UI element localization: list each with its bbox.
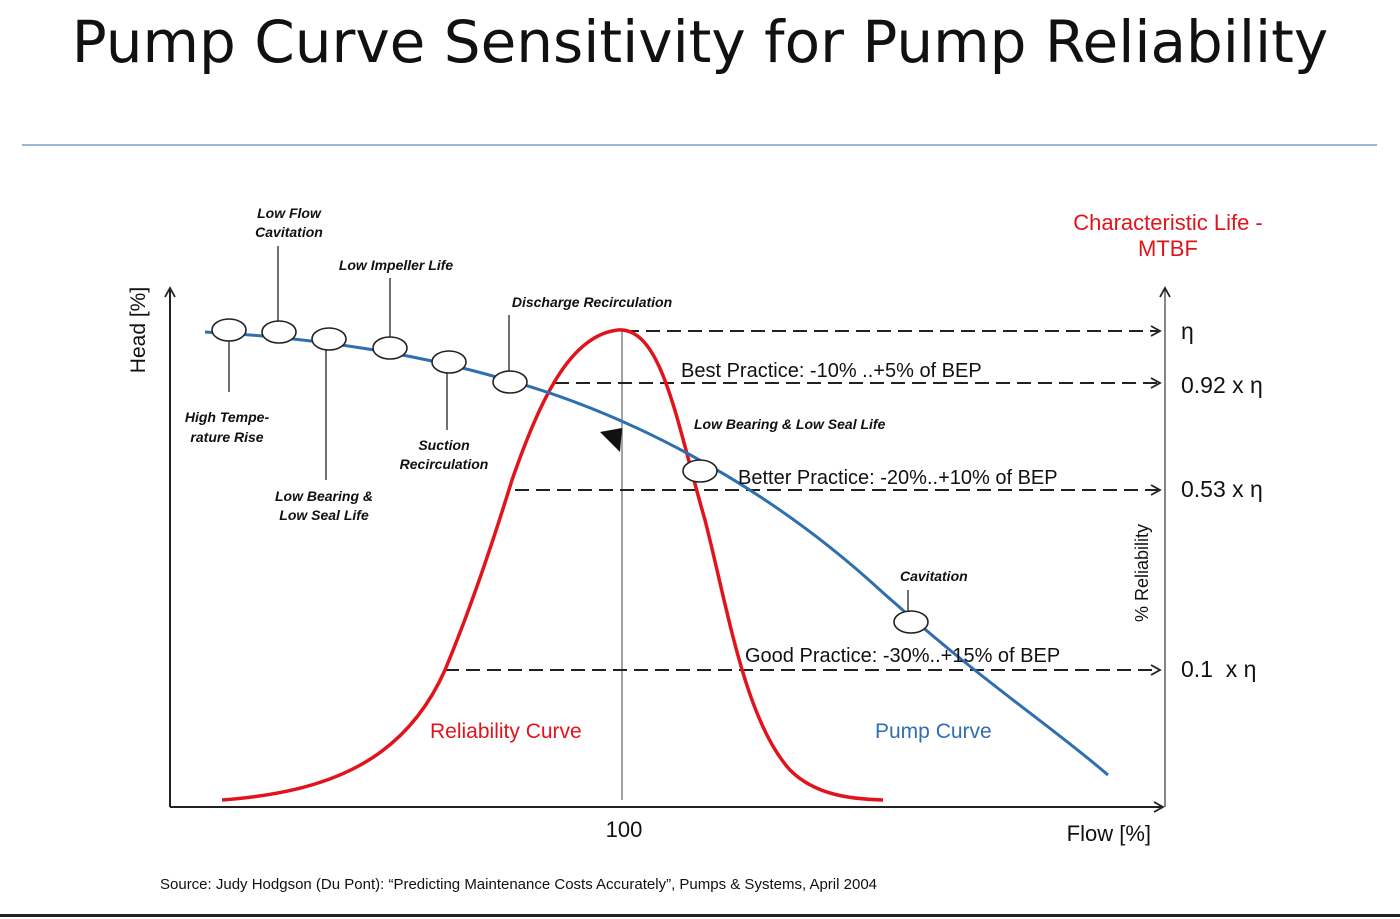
label-best-practice: Best Practice: -10% ..+5% of BEP — [681, 360, 982, 382]
level-0-53-eta: 0.53 x η — [1181, 476, 1263, 502]
annotation-high-temp-2: rature Rise — [190, 429, 263, 445]
level-eta: η — [1181, 318, 1194, 344]
level-0-1-eta: 0.1 x η — [1181, 656, 1256, 682]
reliability-curve — [221, 328, 884, 802]
marker-high-temp — [211, 318, 247, 342]
slide-title: Pump Curve Sensitivity for Pump Reliabil… — [71, 8, 1329, 76]
reliability-curve-label: Reliability Curve — [430, 720, 582, 743]
x-axis-label: Flow [%] — [1067, 821, 1151, 846]
annotation-cavitation: Cavitation — [900, 568, 968, 584]
marker-low-bearing-left — [311, 327, 347, 351]
y-axis-label: Head [%] — [127, 287, 150, 373]
marker-discharge-recirculation — [492, 370, 528, 394]
label-good-practice: Good Practice: -30%..+15% of BEP — [745, 645, 1060, 667]
marker-low-bearing-right — [682, 459, 718, 483]
right-axis-title-2: MTBF — [1138, 236, 1198, 261]
pump-curve — [204, 330, 1109, 777]
x-axis-tick-100: 100 — [606, 817, 643, 842]
annotation-high-temp-1: High Tempe- — [185, 409, 270, 425]
title-divider — [22, 144, 1377, 146]
source-citation: Source: Judy Hodgson (Du Pont): “Predict… — [160, 876, 877, 893]
marker-low-flow-cavitation — [261, 320, 297, 344]
level-0-92-eta: 0.92 x η — [1181, 372, 1263, 398]
annotation-suction-recirculation-2: Recirculation — [400, 456, 489, 472]
right-axis-label: % Reliability — [1132, 524, 1152, 622]
annotation-suction-recirculation-1: Suction — [418, 437, 469, 453]
marker-suction-recirculation — [431, 350, 467, 374]
bottom-border — [0, 914, 1400, 917]
annotation-discharge-recirculation: Discharge Recirculation — [512, 294, 672, 310]
annotation-low-bearing-left-1: Low Bearing & — [275, 488, 373, 504]
marker-cavitation — [893, 610, 929, 634]
annotation-low-bearing-left-2: Low Seal Life — [279, 507, 369, 523]
annotation-low-flow-cavitation-1: Low Flow — [257, 205, 322, 221]
annotation-low-impeller-life: Low Impeller Life — [339, 257, 454, 273]
pump-curve-label: Pump Curve — [875, 720, 992, 743]
label-better-practice: Better Practice: -20%..+10% of BEP — [738, 467, 1058, 489]
annotation-low-flow-cavitation-2: Cavitation — [255, 224, 323, 240]
marker-low-impeller — [372, 336, 408, 360]
annotation-low-bearing-right: Low Bearing & Low Seal Life — [694, 416, 886, 432]
direction-marker-icon — [600, 428, 622, 452]
right-axis-title-1: Characteristic Life - — [1073, 210, 1263, 235]
